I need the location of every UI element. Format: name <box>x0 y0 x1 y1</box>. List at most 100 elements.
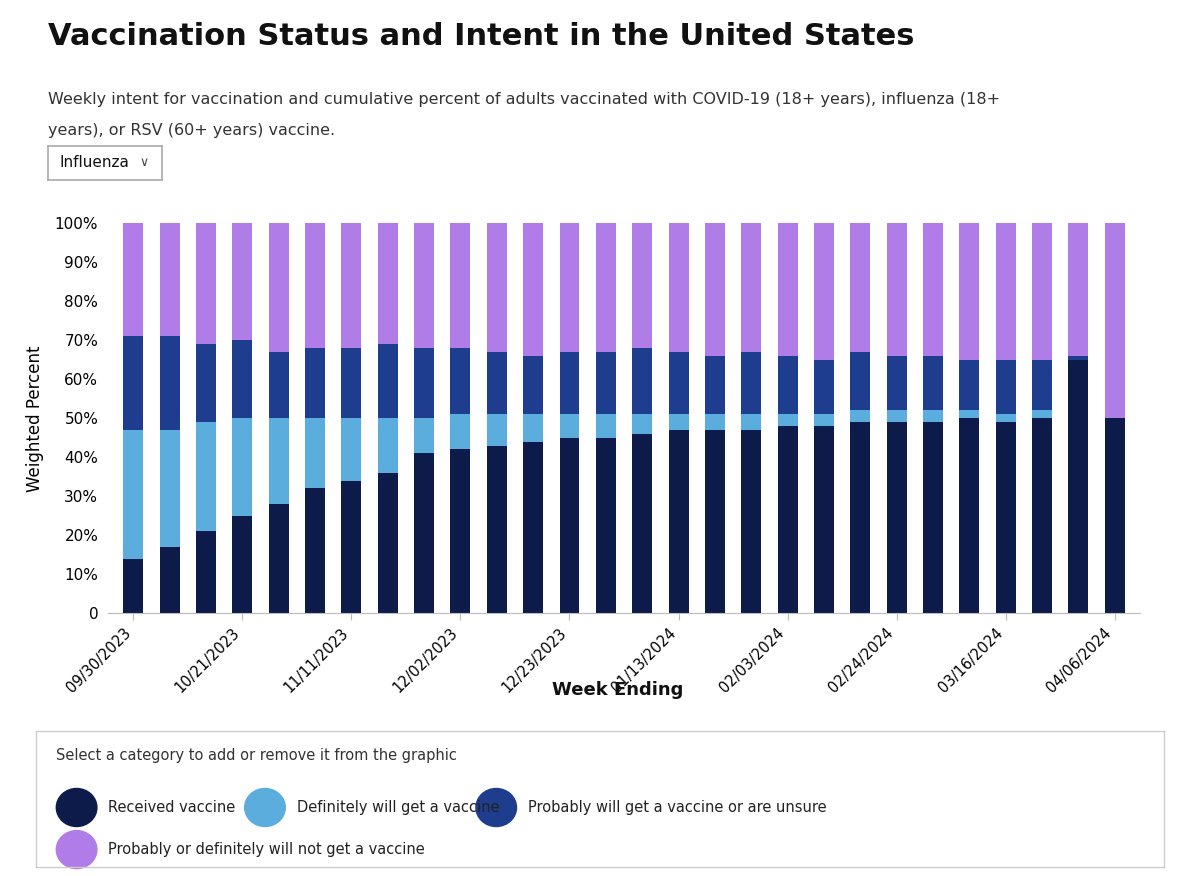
Bar <box>996 360 1015 414</box>
Bar <box>851 352 870 411</box>
Bar <box>196 344 216 422</box>
Bar <box>778 223 798 356</box>
Bar <box>742 430 761 613</box>
Bar <box>887 223 906 356</box>
Bar <box>923 356 943 411</box>
Bar <box>596 438 616 613</box>
Bar <box>305 489 325 613</box>
Bar <box>596 352 616 414</box>
Bar <box>559 352 580 414</box>
Bar <box>233 341 252 419</box>
Bar <box>1068 360 1088 613</box>
Bar <box>887 411 906 422</box>
Bar <box>414 348 434 419</box>
Bar <box>1104 223 1124 419</box>
Bar <box>632 434 652 613</box>
Bar <box>742 414 761 430</box>
Text: Probably will get a vaccine or are unsure: Probably will get a vaccine or are unsur… <box>528 800 827 815</box>
Bar <box>269 223 289 352</box>
Bar <box>559 223 580 352</box>
Bar <box>778 356 798 414</box>
Bar <box>1068 356 1088 360</box>
Bar <box>196 223 216 344</box>
Bar <box>233 419 252 516</box>
Bar <box>487 414 506 446</box>
Bar <box>342 481 361 613</box>
Bar <box>160 336 180 430</box>
Bar <box>305 419 325 489</box>
Bar <box>269 352 289 419</box>
Bar <box>814 360 834 414</box>
Bar <box>996 422 1015 613</box>
Bar <box>1068 223 1088 356</box>
Bar <box>1104 419 1124 613</box>
Text: ∨: ∨ <box>139 157 149 169</box>
Bar <box>414 419 434 454</box>
Bar <box>160 430 180 547</box>
Text: Vaccination Status and Intent in the United States: Vaccination Status and Intent in the Uni… <box>48 22 914 51</box>
Bar <box>704 223 725 356</box>
Bar <box>851 422 870 613</box>
Text: Probably or definitely will not get a vaccine: Probably or definitely will not get a va… <box>108 842 425 857</box>
Bar <box>1032 360 1052 411</box>
Bar <box>1032 419 1052 613</box>
Bar <box>632 414 652 434</box>
Text: Influenza: Influenza <box>60 155 130 171</box>
Bar <box>632 348 652 414</box>
Ellipse shape <box>476 788 516 827</box>
Y-axis label: Weighted Percent: Weighted Percent <box>25 345 43 491</box>
Bar <box>814 223 834 360</box>
Bar <box>124 223 144 336</box>
Bar <box>414 223 434 348</box>
Bar <box>1032 411 1052 419</box>
Bar <box>851 411 870 422</box>
Bar <box>959 360 979 411</box>
Bar <box>124 336 144 430</box>
Bar <box>559 414 580 438</box>
Bar <box>450 414 470 449</box>
Ellipse shape <box>56 830 97 869</box>
Bar <box>559 438 580 613</box>
Bar <box>305 223 325 348</box>
Bar <box>704 430 725 613</box>
Bar <box>523 223 544 356</box>
Text: years), or RSV (60+ years) vaccine.: years), or RSV (60+ years) vaccine. <box>48 123 335 138</box>
Text: Weekly intent for vaccination and cumulative percent of adults vaccinated with C: Weekly intent for vaccination and cumula… <box>48 92 1000 107</box>
Text: Select a category to add or remove it from the graphic: Select a category to add or remove it fr… <box>56 748 457 763</box>
Bar <box>814 426 834 613</box>
Bar <box>996 223 1015 360</box>
Text: Received vaccine: Received vaccine <box>108 800 235 815</box>
Bar <box>487 352 506 414</box>
Bar <box>923 411 943 422</box>
Bar <box>778 426 798 613</box>
Bar <box>668 430 689 613</box>
Bar <box>959 223 979 360</box>
Bar <box>342 223 361 348</box>
Bar <box>124 430 144 559</box>
Bar <box>996 414 1015 422</box>
Bar <box>342 348 361 419</box>
Bar <box>959 419 979 613</box>
Bar <box>414 454 434 613</box>
Bar <box>1032 223 1052 360</box>
Bar <box>450 223 470 348</box>
Bar <box>269 419 289 504</box>
Bar <box>160 547 180 613</box>
Ellipse shape <box>56 788 97 827</box>
Bar <box>487 446 506 613</box>
Bar <box>342 419 361 481</box>
Text: Week Ending: Week Ending <box>552 681 684 699</box>
Bar <box>523 414 544 442</box>
Bar <box>632 223 652 348</box>
Bar <box>523 442 544 613</box>
Bar <box>742 223 761 352</box>
Bar <box>668 223 689 352</box>
Bar <box>269 504 289 613</box>
Bar <box>378 223 397 344</box>
Bar <box>704 356 725 414</box>
Bar <box>923 422 943 613</box>
Bar <box>668 414 689 430</box>
Bar <box>378 344 397 419</box>
Bar <box>596 414 616 438</box>
Bar <box>196 422 216 532</box>
